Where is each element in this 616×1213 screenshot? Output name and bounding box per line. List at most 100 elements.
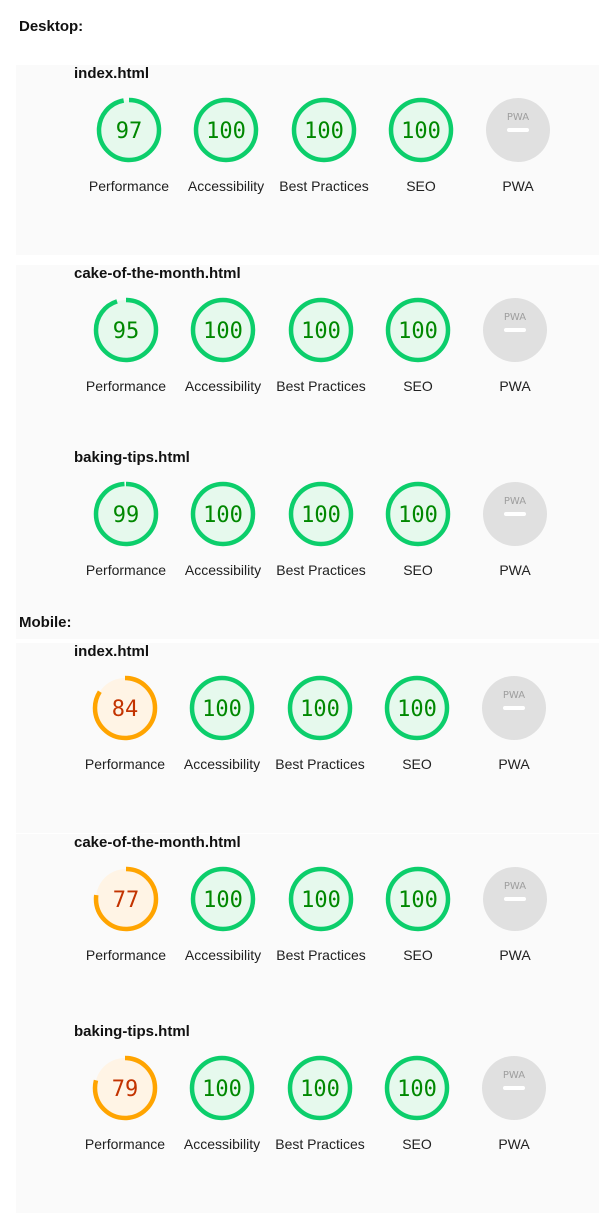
score-arc xyxy=(287,1055,353,1121)
section-label-desktop: Desktop: xyxy=(19,18,84,35)
report-card: baking-tips.html 99 Performance 100 Accessib… xyxy=(16,449,599,639)
gauge-performance[interactable]: 97 Performance xyxy=(80,97,178,196)
score-value: 84 xyxy=(112,697,139,722)
gauge-label: SEO xyxy=(406,178,436,194)
score-ring: 100 xyxy=(388,97,454,163)
gauge-label: PWA xyxy=(498,1136,530,1152)
gauge-label: Best Practices xyxy=(279,178,369,194)
score-arc xyxy=(288,866,354,932)
gauge-label: Performance xyxy=(85,378,167,394)
score-ring: 100 xyxy=(384,1055,450,1121)
gauge-label: Performance xyxy=(85,562,167,578)
pwa-badge-text: PWA xyxy=(504,496,526,507)
score-arc xyxy=(384,1055,450,1121)
gauge-pwa[interactable]: PWA PWA xyxy=(465,675,563,774)
gauge-performance[interactable]: 84 Performance xyxy=(76,675,174,774)
score-arc xyxy=(388,97,454,163)
score-arc xyxy=(96,97,162,163)
score-ring: 95 xyxy=(93,297,159,363)
gauge-label: Accessibility xyxy=(183,1136,261,1152)
score-value: 100 xyxy=(397,1077,437,1102)
pwa-dash-icon xyxy=(503,1086,525,1090)
gauge-performance[interactable]: 95 Performance xyxy=(77,297,175,396)
score-ring: 100 xyxy=(385,866,451,932)
score-ring: 100 xyxy=(291,97,357,163)
score-value: 95 xyxy=(113,319,140,344)
pwa-dash-icon xyxy=(504,512,526,516)
gauge-seo[interactable]: 100 SEO xyxy=(368,675,466,774)
gauge-performance[interactable]: 99 Performance xyxy=(77,481,175,580)
gauge-pwa[interactable]: PWA PWA xyxy=(466,297,564,396)
score-value: 100 xyxy=(202,1077,242,1102)
score-arc xyxy=(291,97,357,163)
score-ring: 77 xyxy=(93,866,159,932)
report-card: cake-of-the-month.html 77 Performance 100 Ac… xyxy=(16,834,599,1024)
score-ring: 100 xyxy=(288,297,354,363)
gauge-accessibility[interactable]: 100 Accessibility xyxy=(173,1055,271,1154)
gauge-best-practices[interactable]: 100 Best Practices xyxy=(271,1055,369,1154)
gauge-pwa[interactable]: PWA PWA xyxy=(466,866,564,965)
gauge-pwa[interactable]: PWA PWA xyxy=(469,97,567,196)
score-value: 100 xyxy=(398,503,438,528)
score-ring: 100 xyxy=(190,866,256,932)
score-ring: 100 xyxy=(385,297,451,363)
score-value: 99 xyxy=(113,503,140,528)
score-ring: 100 xyxy=(190,481,256,547)
score-value: 100 xyxy=(398,319,438,344)
score-value: 100 xyxy=(300,697,340,722)
gauge-performance[interactable]: 77 Performance xyxy=(77,866,175,965)
report-title: baking-tips.html xyxy=(74,449,190,466)
score-value: 100 xyxy=(397,697,437,722)
gauge-label: PWA xyxy=(499,947,531,963)
score-arc xyxy=(93,481,159,547)
gauge-pwa[interactable]: PWA PWA xyxy=(466,481,564,580)
gauge-label: SEO xyxy=(402,756,432,772)
score-ring: PWA xyxy=(483,298,547,362)
gauge-seo[interactable]: 100 SEO xyxy=(372,97,470,196)
score-ring: PWA xyxy=(483,867,547,931)
gauge-best-practices[interactable]: 100 Best Practices xyxy=(272,866,370,965)
score-arc xyxy=(189,1055,255,1121)
score-value: 97 xyxy=(116,119,143,144)
score-arc xyxy=(288,481,354,547)
pwa-badge-text: PWA xyxy=(503,1070,525,1081)
score-arc xyxy=(93,297,159,363)
gauge-accessibility[interactable]: 100 Accessibility xyxy=(174,481,272,580)
gauge-best-practices[interactable]: 100 Best Practices xyxy=(272,297,370,396)
gauge-label: Performance xyxy=(84,1136,166,1152)
score-value: 100 xyxy=(301,503,341,528)
gauge-performance[interactable]: 79 Performance xyxy=(76,1055,174,1154)
gauge-label: PWA xyxy=(499,378,531,394)
gauge-label: PWA xyxy=(499,562,531,578)
gauge-accessibility[interactable]: 100 Accessibility xyxy=(174,297,272,396)
gauge-pwa[interactable]: PWA PWA xyxy=(465,1055,563,1154)
gauge-label: Performance xyxy=(84,756,166,772)
score-ring: PWA xyxy=(482,676,546,740)
score-arc xyxy=(385,297,451,363)
gauge-accessibility[interactable]: 100 Accessibility xyxy=(173,675,271,774)
score-arc xyxy=(190,866,256,932)
pwa-badge-text: PWA xyxy=(503,690,525,701)
gauge-seo[interactable]: 100 SEO xyxy=(368,1055,466,1154)
gauge-seo[interactable]: 100 SEO xyxy=(369,866,467,965)
score-ring: 97 xyxy=(96,97,162,163)
score-arc xyxy=(384,675,450,741)
score-ring: PWA xyxy=(486,98,550,162)
score-arc xyxy=(287,675,353,741)
score-value: 100 xyxy=(206,119,246,144)
gauge-accessibility[interactable]: 100 Accessibility xyxy=(174,866,272,965)
gauge-seo[interactable]: 100 SEO xyxy=(369,481,467,580)
gauge-label: Performance xyxy=(85,947,167,963)
score-arc xyxy=(92,1055,158,1121)
score-ring: 99 xyxy=(93,481,159,547)
gauge-label: SEO xyxy=(403,562,433,578)
gauge-accessibility[interactable]: 100 Accessibility xyxy=(177,97,275,196)
gauge-best-practices[interactable]: 100 Best Practices xyxy=(272,481,370,580)
pwa-badge-text: PWA xyxy=(504,881,526,892)
gauge-label: Best Practices xyxy=(276,947,366,963)
pwa-dash-icon xyxy=(503,706,525,710)
score-ring: 84 xyxy=(92,675,158,741)
gauge-seo[interactable]: 100 SEO xyxy=(369,297,467,396)
gauge-best-practices[interactable]: 100 Best Practices xyxy=(275,97,373,196)
gauge-best-practices[interactable]: 100 Best Practices xyxy=(271,675,369,774)
